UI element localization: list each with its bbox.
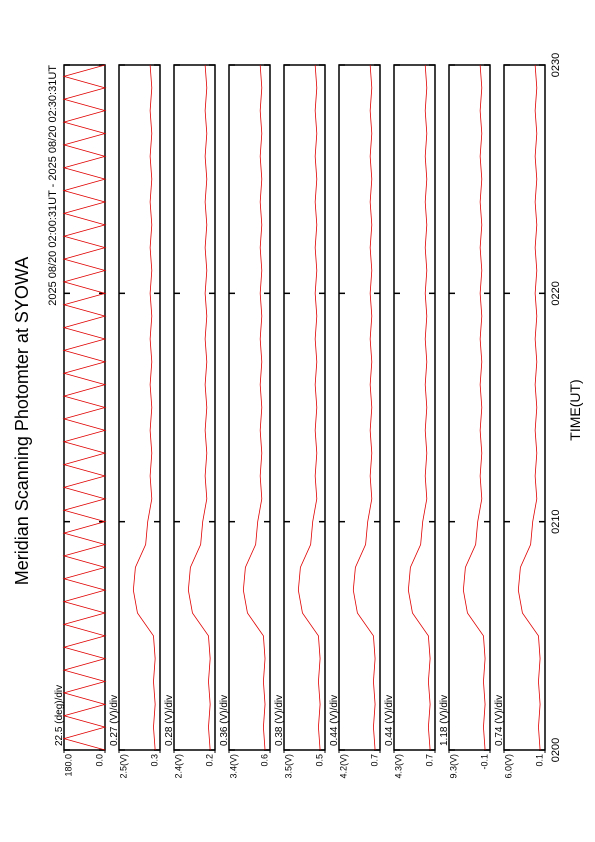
scale-annotation: 0.74 (V)/div xyxy=(494,695,505,746)
trace xyxy=(132,64,156,751)
scale-annotation: 22.5 (deg)/div xyxy=(54,685,65,746)
y-tick-label: 0.3 xyxy=(149,754,159,767)
scale-annotation: 0.44 (V)/div xyxy=(384,695,395,746)
x-tick-label: 0230 xyxy=(550,53,562,77)
x-tick-label: 0200 xyxy=(550,738,562,762)
x-tick-label: 0220 xyxy=(550,281,562,305)
panel-frame xyxy=(283,64,326,751)
trace xyxy=(187,64,211,751)
trace xyxy=(297,64,321,751)
x-tick-label: 0210 xyxy=(550,509,562,533)
scale-annotation: 0.44 (V)/div xyxy=(329,695,340,746)
y-tick-label: 0.6 xyxy=(259,754,269,767)
y-tick-label: 0.0 xyxy=(94,754,104,767)
trace xyxy=(62,64,107,751)
y-tick-label: 6.0(V) xyxy=(503,754,513,779)
title: Meridian Scanning Photomter at SYOWA xyxy=(12,257,32,585)
y-tick-label: 2.5(V) xyxy=(118,754,128,779)
panel-frame xyxy=(503,64,546,751)
trace xyxy=(407,64,431,751)
trace xyxy=(462,64,486,751)
y-tick-label: 9.3(V) xyxy=(448,754,458,779)
y-tick-label: 0.7 xyxy=(424,754,434,767)
panel-frame xyxy=(118,64,161,751)
scale-annotation: 1.18 (V)/div xyxy=(439,695,450,746)
y-tick-label: 180.0 xyxy=(63,754,73,777)
scale-annotation: 0.27 (V)/div xyxy=(109,695,120,746)
x-axis-label: TIME(UT) xyxy=(567,379,583,440)
y-tick-label: -0.1 xyxy=(479,754,489,770)
y-tick-label: 2.4(V) xyxy=(173,754,183,779)
rotated-plot: Meridian Scanning Photomter at SYOWA 202… xyxy=(12,53,583,779)
y-tick-label: 3.5(V) xyxy=(283,754,293,779)
y-tick-label: 3.4(V) xyxy=(228,754,238,779)
trace xyxy=(242,64,266,751)
panel-frame xyxy=(338,64,381,751)
panel-frame xyxy=(448,64,491,751)
panel-frame xyxy=(393,64,436,751)
panel-frame xyxy=(63,64,106,751)
panel-frame xyxy=(173,64,216,751)
y-tick-label: 4.2(V) xyxy=(338,754,348,779)
y-tick-label: 0.1 xyxy=(534,754,544,767)
subtitle: 2025 08/20 02:00:31UT - 2025 08/20 02:30… xyxy=(47,65,59,306)
trace xyxy=(352,64,376,751)
trace xyxy=(517,64,541,751)
y-tick-label: 4.3(V) xyxy=(393,754,403,779)
scale-annotation: 0.38 (V)/div xyxy=(274,695,285,746)
y-tick-label: 0.7 xyxy=(369,754,379,767)
y-tick-label: 0.2 xyxy=(204,754,214,767)
y-tick-label: 0.5 xyxy=(314,754,324,767)
scale-annotation: 0.36 (V)/div xyxy=(219,695,230,746)
panel-frame xyxy=(228,64,271,751)
scale-annotation: 0.28 (V)/div xyxy=(164,695,175,746)
